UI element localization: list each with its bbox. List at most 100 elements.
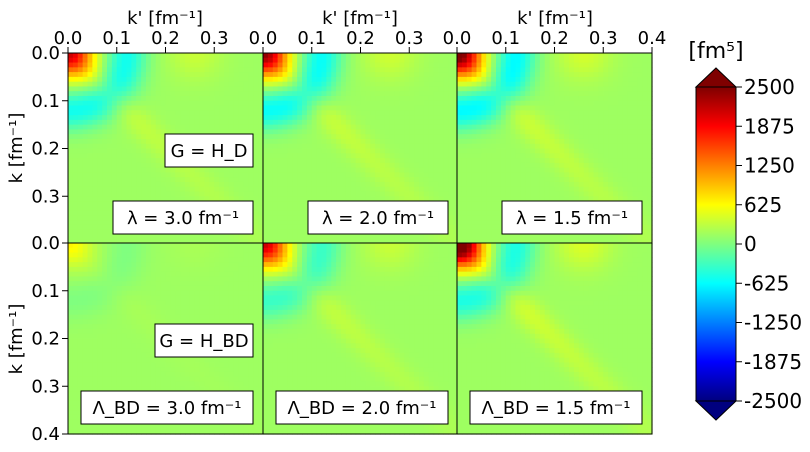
heatmap-cell	[316, 234, 323, 240]
heatmap-cell	[647, 177, 653, 183]
heatmap-cell	[457, 86, 463, 92]
heatmap-cell	[326, 86, 332, 92]
heatmap-cell	[544, 67, 551, 73]
heatmap-cell	[642, 138, 648, 145]
heatmap-cell	[360, 81, 366, 88]
heatmap-cell	[292, 239, 298, 245]
heatmap-cell	[593, 67, 599, 73]
heatmap-cell	[336, 100, 342, 107]
heatmap-cell	[72, 309, 79, 316]
heatmap-cell	[375, 191, 381, 197]
heatmap-cell	[500, 158, 507, 164]
heatmap-cell	[642, 186, 648, 193]
heatmap-cell	[68, 158, 74, 164]
heatmap-cell	[423, 105, 430, 111]
heatmap-cell	[471, 110, 478, 116]
heatmap-cell	[180, 234, 186, 240]
heatmap-cell	[627, 148, 634, 154]
heatmap-cell	[263, 234, 269, 240]
heatmap-cell	[331, 86, 337, 92]
heatmap-cell	[175, 177, 181, 183]
heatmap-cell	[331, 95, 337, 102]
heatmap-cell	[569, 91, 575, 97]
heatmap-cell	[116, 76, 123, 83]
heatmap-cell	[574, 110, 580, 116]
heatmap-cell	[238, 76, 245, 83]
heatmap-cell	[588, 72, 595, 78]
heatmap-cell	[126, 72, 132, 78]
heatmap-cell	[375, 119, 381, 126]
heatmap-cell	[642, 181, 648, 188]
heatmap-cell	[121, 234, 128, 240]
heatmap-cell	[419, 234, 425, 240]
heatmap-cell	[549, 181, 556, 188]
heatmap-cell	[510, 72, 517, 78]
heatmap-cell	[438, 167, 444, 173]
heatmap-cell	[233, 110, 240, 116]
heatmap-cell	[302, 224, 308, 231]
heatmap-cell	[233, 72, 240, 78]
heatmap-cell	[302, 148, 308, 154]
heatmap-cell	[394, 105, 401, 111]
heatmap-cell	[68, 276, 74, 282]
heatmap-cell	[141, 67, 147, 73]
heatmap-cell	[282, 162, 288, 169]
heatmap-cell	[419, 134, 425, 140]
heatmap-cell	[199, 191, 206, 197]
heatmap-cell	[136, 162, 142, 169]
heatmap-cell	[228, 129, 235, 135]
heatmap-cell	[155, 76, 162, 83]
heatmap-cell	[160, 196, 167, 202]
heatmap-cell	[453, 62, 459, 68]
heatmap-cell	[433, 124, 440, 131]
heatmap-cell	[126, 67, 132, 73]
heatmap-cell	[433, 62, 440, 68]
heatmap-cell	[277, 162, 284, 169]
heatmap-cell	[302, 162, 308, 169]
heatmap-cell	[82, 138, 89, 145]
heatmap-cell	[336, 148, 342, 154]
heatmap-cell	[496, 215, 502, 221]
heatmap-cell	[414, 119, 420, 126]
heatmap-cell	[116, 110, 123, 116]
heatmap-cell	[574, 196, 580, 202]
heatmap-cell	[199, 81, 206, 88]
heatmap-cell	[199, 62, 206, 68]
heatmap-cell	[272, 234, 279, 240]
heatmap-cell	[77, 333, 84, 340]
heatmap-cell	[574, 138, 580, 145]
heatmap-cell	[263, 129, 269, 135]
heatmap-cell	[282, 119, 288, 126]
heatmap-cell	[233, 53, 240, 59]
heatmap-cell	[360, 134, 366, 140]
heatmap-cell	[341, 181, 347, 188]
heatmap-cell	[481, 215, 487, 221]
heatmap-cell	[170, 72, 176, 78]
heatmap-cell	[642, 134, 648, 140]
heatmap-cell	[292, 91, 298, 97]
heatmap-cell	[267, 201, 274, 207]
heatmap-cell	[457, 239, 463, 245]
heatmap-cell	[189, 119, 196, 126]
heatmap-cell	[642, 229, 648, 236]
heatmap-cell	[365, 234, 371, 240]
heatmap-cell	[287, 172, 293, 178]
heatmap-cell	[219, 124, 225, 131]
heatmap-cell	[632, 138, 638, 145]
heatmap-cell	[77, 239, 84, 245]
heatmap-cell	[316, 95, 323, 102]
heatmap-cell	[282, 110, 288, 116]
heatmap-cell	[272, 124, 279, 131]
heatmap-cell	[180, 124, 186, 131]
heatmap-cell	[360, 62, 366, 68]
heatmap-cell	[419, 196, 425, 202]
heatmap-cell	[433, 234, 440, 240]
heatmap-cell	[292, 186, 298, 193]
heatmap-cell	[622, 72, 629, 78]
heatmap-cell	[389, 181, 396, 188]
heatmap-cell	[82, 314, 89, 321]
heatmap-cell	[82, 324, 89, 330]
heatmap-cell	[569, 158, 575, 164]
heatmap-cell	[160, 234, 167, 240]
heatmap-cell	[150, 105, 157, 111]
